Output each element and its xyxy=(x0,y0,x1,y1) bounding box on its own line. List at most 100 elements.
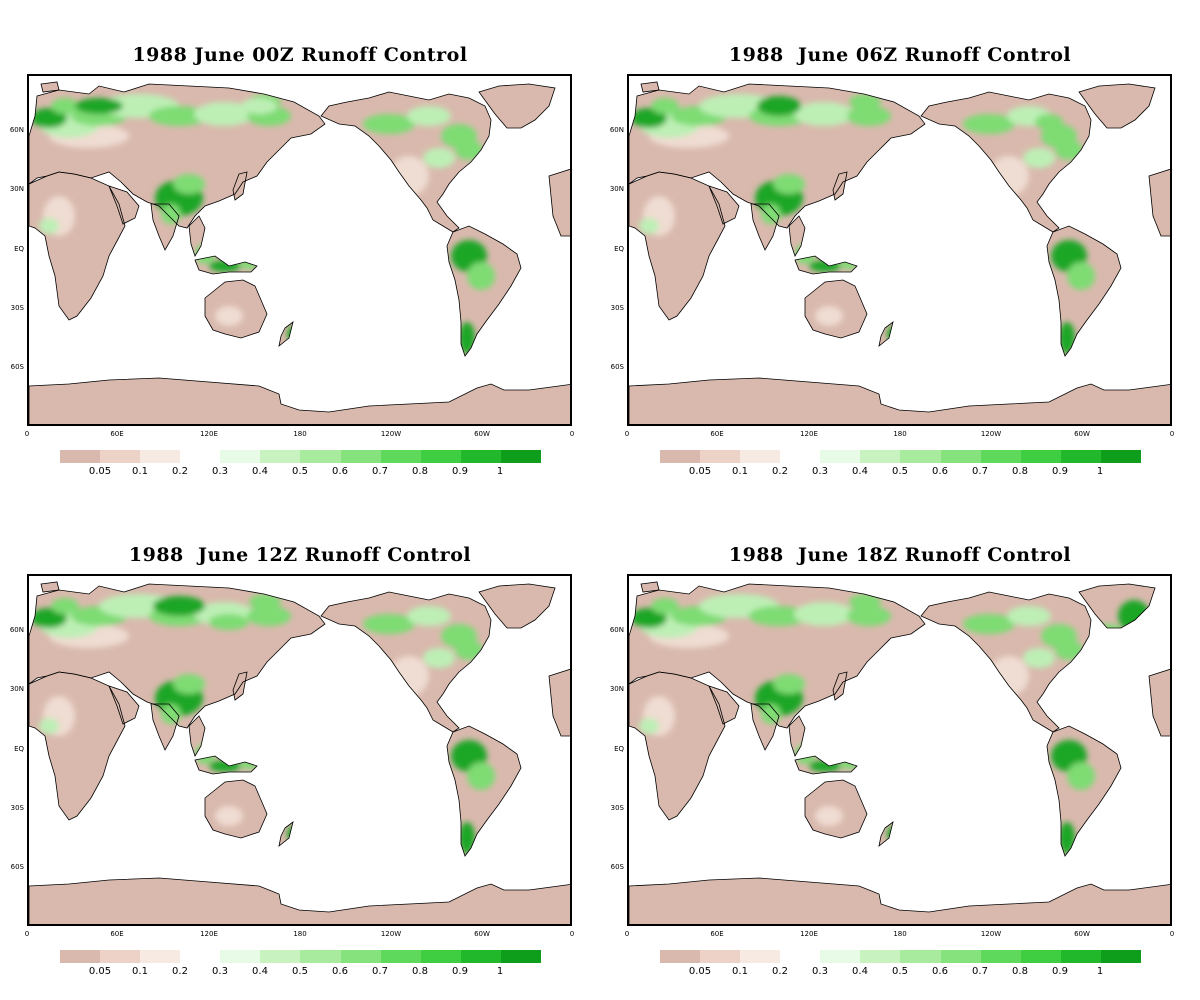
runoff-patch xyxy=(1095,624,1123,640)
coastline xyxy=(150,703,180,751)
colorbar-label: 0.6 xyxy=(332,966,348,977)
lon-tick-label: 60E xyxy=(710,430,724,438)
runoff-patch xyxy=(1055,640,1083,660)
coastline xyxy=(832,671,848,701)
runoff-patch xyxy=(963,614,1015,634)
lat-tick-label: 60N xyxy=(609,626,624,634)
coastline xyxy=(1046,225,1122,357)
runoff-patch xyxy=(847,106,891,126)
runoff-patch xyxy=(215,806,243,826)
panel-title: 1988 June 12Z Runoff Control xyxy=(128,544,472,566)
colorbar-label: 0.1 xyxy=(732,966,748,977)
coastline xyxy=(629,171,726,321)
coastline xyxy=(640,81,660,93)
runoff-patch xyxy=(809,760,841,772)
colorbar-label: 0.4 xyxy=(852,966,868,977)
coastline xyxy=(832,171,848,201)
runoff-patch xyxy=(749,606,809,626)
coastline xyxy=(478,583,556,629)
runoff-patch xyxy=(1023,148,1055,168)
colorbar-segment xyxy=(780,950,821,963)
land-arabia xyxy=(709,686,739,724)
colorbar-label: 0.1 xyxy=(132,466,148,477)
colorbar-segment xyxy=(780,450,821,463)
runoff-patch xyxy=(794,602,854,626)
coastline xyxy=(794,755,858,775)
colorbar-segment xyxy=(740,450,781,463)
runoff-patch xyxy=(989,156,1029,196)
runoff-patch xyxy=(173,174,205,194)
runoff-patch xyxy=(173,674,205,694)
land-arabia xyxy=(109,686,139,724)
land-africa xyxy=(29,172,125,320)
lon-tick-label: 60W xyxy=(1074,930,1090,938)
coastline xyxy=(629,877,1170,924)
coastline xyxy=(204,279,268,339)
lat-tick-label: 30N xyxy=(9,685,24,693)
coastline xyxy=(29,171,126,321)
coastline xyxy=(640,581,660,593)
colorbar-label: 1 xyxy=(1096,966,1104,977)
lat-tick-label: EQ xyxy=(14,745,24,753)
land-westAfricaEdge xyxy=(549,669,570,736)
map-panel: 1988 June 12Z Runoff Control 60N 30N EQ 30S 6… xyxy=(0,500,600,1000)
runoff-field xyxy=(31,594,495,854)
colorbar-segment xyxy=(1100,950,1141,963)
coastline xyxy=(108,685,140,725)
runoff-patch xyxy=(39,718,59,734)
lon-tick-label: 0 xyxy=(569,930,575,938)
runoff-patch xyxy=(153,596,205,616)
runoff-patch xyxy=(795,244,815,264)
colorbar-label: 0.05 xyxy=(88,466,112,477)
coastline xyxy=(920,91,1092,233)
colorbar-label: 0.4 xyxy=(252,466,268,477)
runoff-patch xyxy=(761,204,781,224)
lon-tick-label: 120W xyxy=(980,430,1002,438)
colorbar-segment xyxy=(860,450,901,463)
coastline xyxy=(194,755,258,775)
runoff-patch xyxy=(209,760,241,772)
colorbar-label: 0.6 xyxy=(932,966,948,977)
colorbar-segment xyxy=(660,450,701,463)
coastline xyxy=(629,377,1170,424)
coastline xyxy=(29,877,570,924)
colorbar-segment xyxy=(1020,450,1061,463)
colorbar-label: 0.3 xyxy=(212,966,228,977)
colorbar-segment xyxy=(660,950,701,963)
coastline xyxy=(29,377,570,424)
colorbar-label: 0.8 xyxy=(1012,466,1028,477)
land-antarctica xyxy=(629,378,1170,424)
runoff-patch xyxy=(467,762,495,790)
coastline xyxy=(1148,168,1170,237)
runoff-patch xyxy=(194,102,254,126)
runoff-patch xyxy=(849,594,881,610)
colorbar-label: 1 xyxy=(496,966,504,977)
coastline xyxy=(278,821,294,847)
runoff-patch xyxy=(809,260,841,272)
land-newZealand xyxy=(879,322,893,346)
colorbar-segment xyxy=(980,950,1021,963)
lon-tick-label: 120E xyxy=(800,430,818,438)
land-iceland xyxy=(41,82,59,92)
runoff-patch xyxy=(31,108,67,128)
runoff-patch xyxy=(631,108,667,128)
runoff-patch xyxy=(639,218,659,234)
lon-tick-label: 0 xyxy=(24,930,30,938)
colorbar-label: 0.4 xyxy=(252,966,268,977)
runoff-patch xyxy=(407,606,451,626)
colorbar-segment xyxy=(100,450,141,463)
colorbar-label: 0.05 xyxy=(688,466,712,477)
lon-tick-label: 60W xyxy=(474,930,490,938)
runoff-patch xyxy=(161,204,181,224)
colorbar-label: 0.9 xyxy=(1052,966,1068,977)
colorbar xyxy=(60,450,541,463)
colorbar-segment xyxy=(220,950,261,963)
colorbar-segment xyxy=(60,450,101,463)
land-newZealand xyxy=(279,822,293,846)
lon-tick-label: 60W xyxy=(474,430,490,438)
lat-tick-label: 30S xyxy=(10,304,24,312)
land-africa xyxy=(629,672,725,820)
lon-tick-label: 60E xyxy=(110,930,124,938)
lon-tick-label: 0 xyxy=(24,430,30,438)
colorbar-label: 0.1 xyxy=(132,966,148,977)
